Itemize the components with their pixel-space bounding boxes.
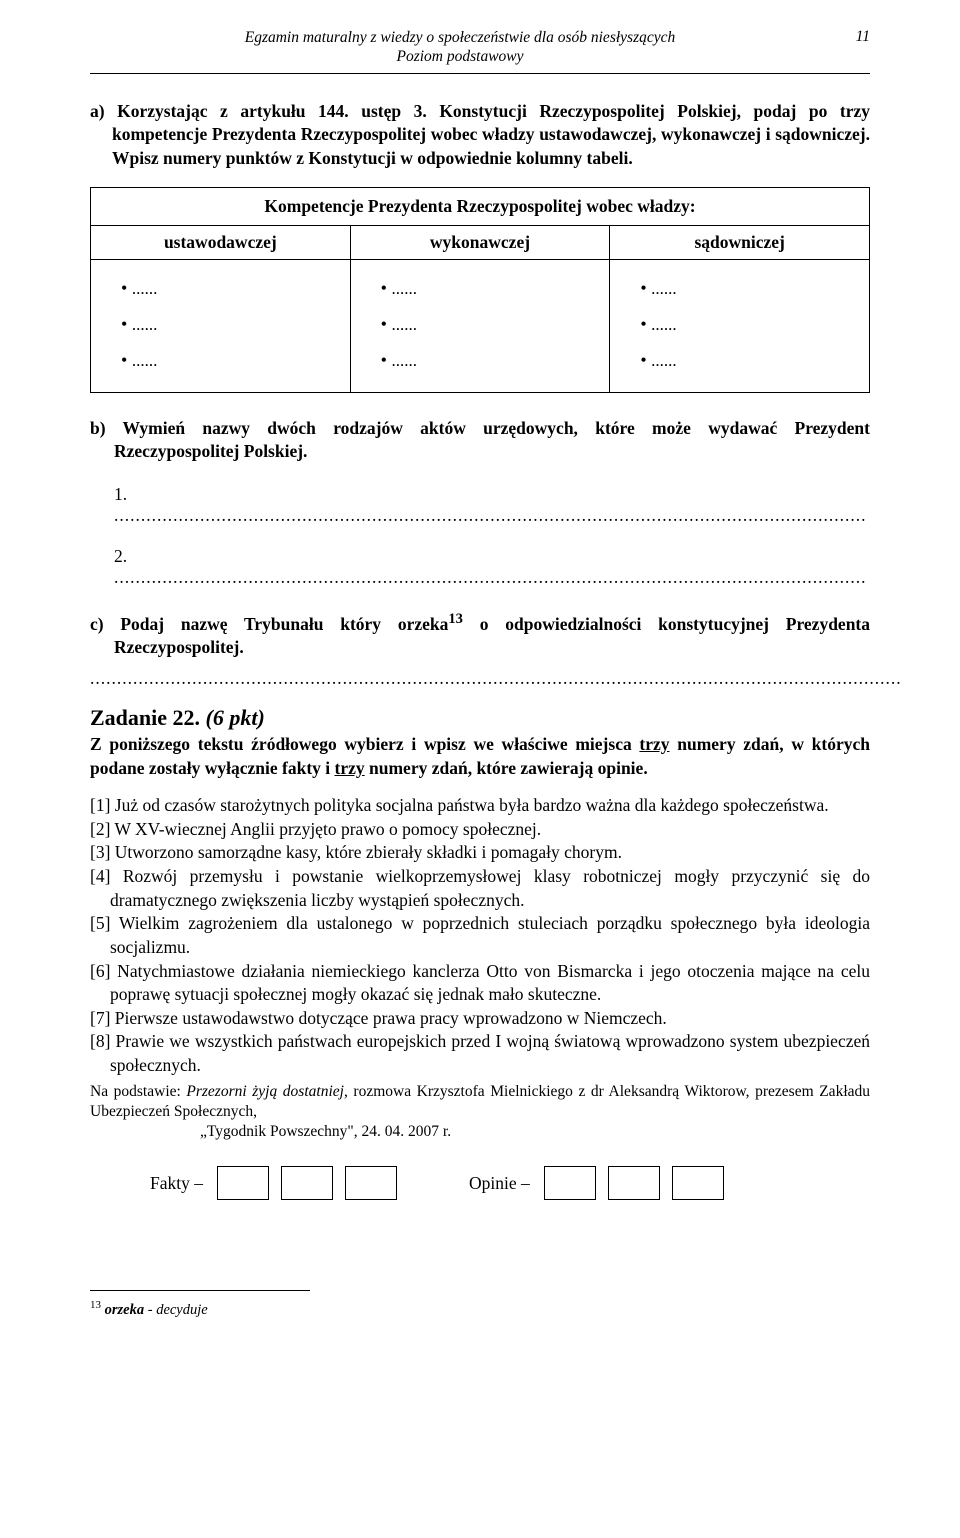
col-header-1: ustawodawczej [91,225,351,259]
bullet-blank: ...... [640,306,857,342]
page-header: Egzamin maturalny z wiedzy o społeczeńst… [90,28,870,67]
sentence-8: [8] Prawie we wszystkich państwach europ… [90,1030,870,1077]
attr-date: , 24. 04. 2007 r. [354,1123,451,1140]
attr-prefix: Na podstawie: [90,1083,186,1100]
task-22-intro: Z poniższego tekstu źródłowego wybierz i… [90,733,870,780]
sentence-7: [7] Pierwsze ustawodawstwo dotyczące pra… [90,1007,870,1031]
answer-boxes-row: Fakty – Opinie – [90,1166,870,1200]
sentence-4: [4] Rozwój przemysłu i powstanie wielkop… [90,865,870,912]
opinie-box-3[interactable] [672,1166,724,1200]
bullet-blank: ...... [381,342,598,378]
fakty-box-3[interactable] [345,1166,397,1200]
bullet-blank: ...... [640,270,857,306]
page-number: 11 [830,28,870,46]
cell-1[interactable]: ...... ...... ...... [91,259,351,392]
section-b: b) Wymień nazwy dwóch rodzajów aktów urz… [90,417,870,588]
c-pre: c) Podaj nazwę Trybunału który orzeka [90,614,448,634]
footnote-13: 13 orzeka - decyduje [90,1299,870,1319]
bullet-blank: ...... [121,342,338,378]
sentence-1: [1] Już od czasów starożytnych polityka … [90,794,870,818]
answer-line-c[interactable]: ........................................… [90,668,870,689]
fakty-box-1[interactable] [217,1166,269,1200]
answer-line-1[interactable]: 1. .....................................… [114,484,870,526]
line2-prefix: 2. [114,546,127,566]
sentence-2: [2] W XV-wiecznej Anglii przyjęto prawo … [90,818,870,842]
section-a-lead: a) Korzystając z artykułu 144. ustęp 3. … [90,100,870,171]
sentence-3: [3] Utworzono samorządne kasy, które zbi… [90,841,870,865]
bullet-blank: ...... [381,270,598,306]
table-caption: Kompetencje Prezydenta Rzeczypospolitej … [91,187,870,225]
bullet-blank: ...... [640,342,857,378]
header-rule [90,73,870,74]
task-22: Zadanie 22. (6 pkt) Z poniższego tekstu … [90,705,870,1200]
bullet-blank: ...... [121,306,338,342]
line1-prefix: 1. [114,484,127,504]
attr-title: Przezorni żyją dostatniej [186,1083,344,1100]
section-c: c) Podaj nazwę Trybunału który orzeka13 … [90,610,870,689]
bullet-blank: ...... [381,306,598,342]
section-a: a) Korzystając z artykułu 144. ustęp 3. … [90,100,870,171]
bullet-blank: ...... [121,270,338,306]
cell-3[interactable]: ...... ...... ...... [610,259,870,392]
competence-table: Kompetencje Prezydenta Rzeczypospolitej … [90,187,870,393]
dots: ........................................… [114,505,867,525]
header-line1: Egzamin maturalny z wiedzy o społeczeńst… [245,29,676,46]
task-points: (6 pkt) [206,705,265,730]
dots: ........................................… [114,567,867,587]
section-c-text: c) Podaj nazwę Trybunału który orzeka13 … [90,610,870,660]
col-header-2: wykonawczej [350,225,610,259]
label-fakty: Fakty – [150,1173,203,1194]
footnote-ref-13: 13 [448,611,463,627]
attr-src: „Tygodnik Powszechny" [200,1123,354,1140]
footnote-def: - decyduje [144,1302,208,1318]
cell-2[interactable]: ...... ...... ...... [350,259,610,392]
opinie-box-1[interactable] [544,1166,596,1200]
section-b-text: b) Wymień nazwy dwóch rodzajów aktów urz… [90,417,870,464]
footnote-number: 13 [90,1299,101,1311]
source-attribution: Na podstawie: Przezorni żyją dostatniej,… [90,1082,870,1142]
sentence-6: [6] Natychmiastowe działania niemieckieg… [90,960,870,1007]
sentence-5: [5] Wielkim zagrożeniem dla ustalonego w… [90,912,870,959]
task-number: Zadanie 22. [90,705,206,730]
source-text: [1] Już od czasów starożytnych polityka … [90,794,870,1078]
label-opinie: Opinie – [469,1173,530,1194]
header-line2: Poziom podstawowy [396,48,523,65]
footnote-term: orzeka [105,1302,144,1318]
col-header-3: sądowniczej [610,225,870,259]
opinie-box-2[interactable] [608,1166,660,1200]
answer-line-2[interactable]: 2. .....................................… [114,546,870,588]
fakty-box-2[interactable] [281,1166,333,1200]
task-22-title: Zadanie 22. (6 pkt) [90,705,870,731]
footnote-separator [90,1290,310,1291]
